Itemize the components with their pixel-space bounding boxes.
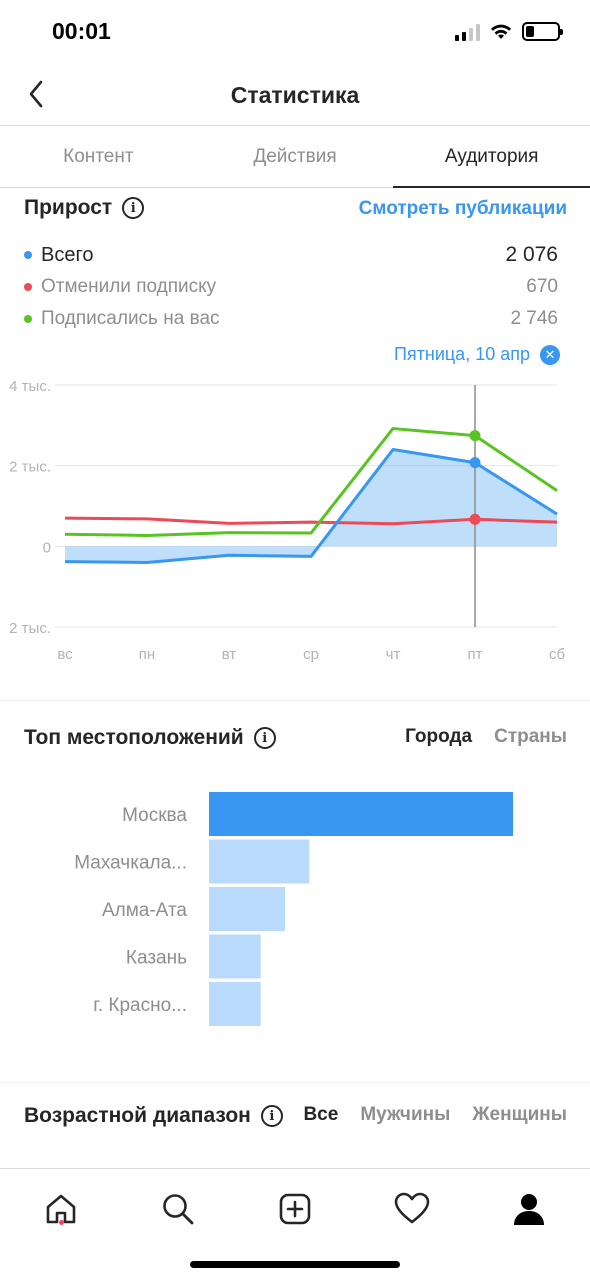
legend-dot-followed: [24, 315, 32, 323]
toggle-all[interactable]: Все: [303, 1104, 339, 1125]
toggle-countries[interactable]: Страны: [494, 726, 567, 747]
x-tick-label: пт: [468, 646, 483, 663]
age-title-text: Возрастной диапазон: [24, 1104, 251, 1127]
legend-value-unfollowed: 670: [526, 276, 558, 297]
legend-dot-total: [24, 251, 32, 259]
profile-icon: [514, 1194, 544, 1225]
x-tick-label: чт: [386, 646, 401, 663]
toggle-women[interactable]: Женщины: [472, 1104, 567, 1125]
legend-dot-unfollowed: [24, 283, 32, 291]
page-title: Статистика: [230, 82, 360, 108]
selected-point-unfollowed[interactable]: [469, 513, 481, 525]
header: Статистика: [0, 64, 590, 126]
location-bar: [209, 792, 513, 836]
nav-profile[interactable]: [499, 1179, 559, 1239]
tab-activity[interactable]: Действия: [253, 146, 337, 167]
nav-home[interactable]: [31, 1179, 91, 1239]
search-icon: [163, 1194, 194, 1225]
add-icon: [279, 1193, 311, 1225]
bar-label: Махачкала...: [74, 853, 187, 874]
close-icon[interactable]: ✕: [540, 344, 560, 365]
section-divider: [0, 1082, 590, 1083]
selected-point-total[interactable]: [469, 457, 481, 469]
tab-bar: Контент Действия Аудитория: [0, 127, 590, 188]
status-icons: [455, 22, 563, 41]
locations-toggle: Города Страны: [405, 726, 567, 748]
status-bar: 00:01: [0, 0, 590, 64]
location-bar: [209, 982, 261, 1026]
legend-value-total: 2 076: [505, 243, 558, 266]
notification-dot: [59, 1220, 64, 1225]
section-divider: [0, 700, 590, 701]
age-title: Возрастной диапазон i: [24, 1104, 283, 1128]
bar-label: Москва: [122, 805, 187, 826]
age-toggle: Все Мужчины Женщины: [303, 1104, 567, 1126]
legend-label-unfollowed: Отменили подписку: [41, 276, 217, 297]
home-icon: [46, 1194, 76, 1224]
legend-followed: Подписались на вас 2 746: [24, 304, 558, 334]
toggle-men[interactable]: Мужчины: [360, 1104, 451, 1125]
location-bar: [209, 887, 285, 931]
bar-label: г. Красно...: [93, 995, 187, 1016]
x-tick-label: вс: [57, 646, 73, 663]
info-icon[interactable]: i: [260, 1105, 283, 1127]
heart-icon: [394, 1192, 430, 1224]
y-tick-label: 2 тыс.: [9, 459, 51, 476]
x-tick-label: пн: [139, 646, 155, 663]
tab-content[interactable]: Контент: [63, 146, 134, 167]
battery-icon: [522, 22, 563, 41]
legend-total: Всего 2 076: [24, 240, 558, 270]
x-tick-label: сб: [549, 646, 565, 663]
selected-date-chip[interactable]: Пятница, 10 апр ✕: [394, 344, 560, 365]
location-bar: [209, 839, 310, 884]
toggle-cities[interactable]: Города: [405, 726, 473, 747]
y-tick-label: 4 тыс.: [9, 378, 51, 395]
legend-value-followed: 2 746: [510, 308, 558, 329]
bar-label: Казань: [126, 948, 187, 969]
growth-title-text: Прирост: [24, 196, 113, 219]
chevron-left-icon: [29, 80, 43, 108]
home-indicator: [190, 1261, 400, 1268]
y-tick-label: 0: [43, 539, 51, 556]
selected-date-label: Пятница, 10 апр: [393, 344, 530, 364]
bar-label: Алма-Ата: [102, 900, 187, 921]
locations-title-text: Топ местоположений: [24, 726, 244, 749]
x-tick-label: ср: [303, 646, 319, 663]
series-area-total: [65, 449, 557, 563]
selected-point-followed[interactable]: [469, 430, 481, 442]
status-time: 00:01: [52, 18, 111, 44]
nav-activity[interactable]: [382, 1179, 442, 1239]
growth-title: Прирост i: [24, 196, 145, 220]
back-button[interactable]: [18, 76, 54, 112]
locations-title: Топ местоположений i: [24, 726, 276, 750]
nav-search[interactable]: [148, 1179, 208, 1239]
wifi-icon: [491, 24, 511, 39]
signal-icon: [455, 23, 480, 41]
x-tick-label: вт: [222, 646, 237, 663]
location-bar: [209, 934, 261, 979]
legend-label-followed: Подписались на вас: [41, 308, 220, 329]
locations-chart: Москва Махачкала... Алма-Ата Казань г. Красн…: [74, 792, 513, 1026]
growth-chart[interactable]: 4 тыс. 2 тыс. 0 2 тыс. вс пн вт ср чт пт сб: [0, 370, 590, 670]
y-tick-label: 2 тыс.: [9, 620, 51, 637]
view-posts-link[interactable]: Смотреть публикации: [358, 198, 567, 219]
legend-unfollowed: Отменили подписку 670: [24, 272, 558, 302]
nav-add[interactable]: [265, 1179, 325, 1239]
info-icon[interactable]: i: [122, 197, 145, 219]
legend-label-total: Всего: [41, 243, 94, 266]
tab-audience[interactable]: Аудитория: [393, 127, 590, 188]
info-icon[interactable]: i: [253, 727, 276, 749]
